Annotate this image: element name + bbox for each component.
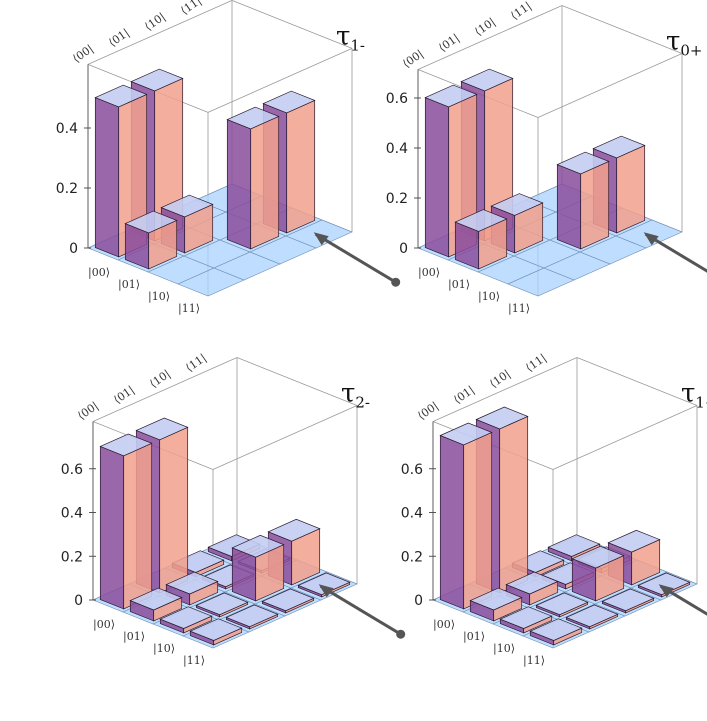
z-tick-label: 0.6 — [386, 91, 408, 107]
z-tick-label: 0 — [414, 593, 423, 609]
z-tick-label: 0.4 — [61, 506, 83, 522]
bar — [129, 587, 183, 622]
panel-4: 0 0.2 0.4 0.6 |00⟩ |01⟩ |10⟩ |11⟩ ⟨00|⟨01|⟨10|⟨1… — [401, 351, 707, 668]
col-axis: ⟨00|⟨01|⟨10|⟨11| — [400, 0, 534, 71]
row-axis: |00⟩ |01⟩ |10⟩ |11⟩ — [418, 266, 530, 316]
z-tick-label: 0 — [69, 241, 78, 257]
z-tick-label: 0.2 — [56, 181, 78, 197]
z-tick-label: 0.4 — [56, 121, 78, 137]
bars — [99, 417, 351, 646]
panel-title-subscript: 2- — [355, 394, 370, 412]
bar — [469, 587, 523, 622]
z-tick-label: 0.6 — [401, 462, 423, 478]
panel-1: 0 0.2 0.4 |00⟩ |01⟩ |10⟩ |11⟩ ⟨00|⟨01|⟨10|⟨11| τ… — [56, 0, 401, 316]
pointer-arrow — [658, 584, 707, 616]
row-axis: |00⟩ |01⟩ |10⟩ |11⟩ — [88, 266, 200, 316]
panel-title-symbol: τ — [666, 27, 680, 57]
row-label: |01⟩ — [123, 630, 145, 644]
bars — [439, 406, 691, 646]
z-tick-label: 0.2 — [61, 549, 83, 565]
bar — [226, 106, 280, 250]
bar — [94, 84, 148, 258]
bar — [165, 571, 219, 606]
col-label: ⟨11| — [178, 0, 204, 18]
z-axis: 0 0.2 0.4 0.6 — [401, 421, 436, 609]
panel-title: τ2- — [341, 379, 370, 412]
row-label: |00⟩ — [88, 266, 110, 280]
z-tick-label: 0 — [399, 241, 408, 257]
panel-title-symbol: τ — [341, 379, 355, 409]
bar — [556, 151, 610, 250]
panel-3: 0 0.2 0.4 0.6 |00⟩ |01⟩ |10⟩ |11⟩ ⟨00|⟨01|⟨10|⟨1… — [61, 351, 406, 668]
row-label: |01⟩ — [463, 630, 485, 644]
row-label: |10⟩ — [148, 290, 170, 304]
bar — [99, 433, 153, 610]
panel-title: τ1+ — [681, 379, 707, 412]
row-label: |01⟩ — [118, 278, 140, 292]
z-tick-label: 0.6 — [61, 462, 83, 478]
panel-2: 0 0.2 0.4 0.6 |00⟩ |01⟩ |10⟩ |11⟩ ⟨00|⟨01|⟨10|⟨1… — [386, 0, 707, 316]
bar — [454, 209, 508, 270]
row-label: |01⟩ — [448, 278, 470, 292]
row-axis: |00⟩ |01⟩ |10⟩ |11⟩ — [433, 618, 545, 668]
z-axis: 0 0.2 0.4 — [56, 64, 91, 257]
bar — [189, 618, 243, 646]
row-label: |11⟩ — [178, 302, 200, 316]
col-axis: ⟨00|⟨01|⟨10|⟨11| — [415, 351, 549, 423]
z-tick-label: 0.2 — [401, 549, 423, 565]
z-axis: 0 0.2 0.4 0.6 — [386, 69, 421, 257]
bar — [499, 606, 553, 634]
bar — [535, 592, 589, 618]
row-label: |11⟩ — [183, 654, 205, 668]
bar — [124, 210, 178, 270]
bar — [195, 592, 249, 618]
bar — [601, 588, 655, 614]
pointer-arrow — [318, 584, 406, 639]
bar — [571, 545, 625, 602]
bar — [159, 606, 213, 634]
col-axis: ⟨00|⟨01|⟨10|⟨11| — [75, 351, 209, 423]
col-axis: ⟨00|⟨01|⟨10|⟨11| — [70, 0, 204, 66]
bars — [94, 68, 316, 270]
row-axis: |00⟩ |01⟩ |10⟩ |11⟩ — [93, 618, 205, 668]
panel-title-subscript: 0+ — [680, 42, 702, 60]
z-tick-label: 0.2 — [386, 191, 408, 207]
z-axis: 0 0.2 0.4 0.6 — [61, 421, 96, 609]
row-label: |00⟩ — [93, 618, 115, 632]
panel-title-symbol: τ — [336, 21, 350, 51]
panel-title-subscript: 1- — [350, 36, 365, 54]
pointer-arrow — [313, 232, 401, 287]
bar — [505, 571, 559, 606]
row-label: |00⟩ — [433, 618, 455, 632]
bar — [261, 588, 315, 614]
panel-title: τ1- — [336, 21, 365, 54]
z-tick-label: 0 — [74, 593, 83, 609]
row-label: |10⟩ — [493, 642, 515, 656]
row-label: |10⟩ — [478, 290, 500, 304]
bar — [439, 422, 493, 610]
panel-title: τ0+ — [666, 27, 703, 60]
panel-title-subscript: 1+ — [695, 394, 707, 412]
row-label: |11⟩ — [508, 302, 530, 316]
z-tick-label: 0.4 — [401, 506, 423, 522]
row-label: |00⟩ — [418, 266, 440, 280]
bar — [231, 534, 285, 602]
row-label: |10⟩ — [153, 642, 175, 656]
row-label: |11⟩ — [523, 654, 545, 668]
bar — [529, 618, 583, 646]
bar — [565, 604, 619, 630]
panel-title-symbol: τ — [681, 379, 695, 409]
pointer-arrow — [643, 232, 707, 273]
bar — [225, 604, 279, 630]
bars — [424, 68, 646, 270]
z-tick-label: 0.4 — [386, 141, 408, 157]
